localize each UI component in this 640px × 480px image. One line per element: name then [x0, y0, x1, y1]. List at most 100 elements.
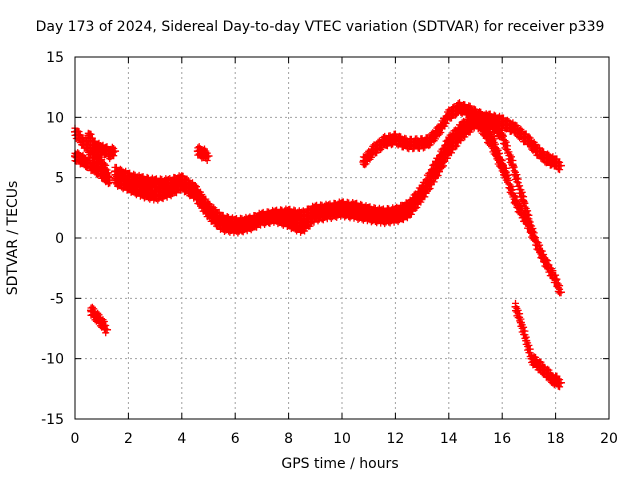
series-track-c	[84, 129, 120, 163]
data-point	[284, 218, 293, 227]
data-point	[81, 157, 90, 166]
data-point	[511, 302, 520, 311]
x-tick-label: 6	[231, 431, 240, 447]
data-point	[556, 161, 565, 170]
data-point	[137, 188, 146, 197]
data-point	[92, 312, 101, 321]
data-point	[458, 130, 467, 139]
data-point	[540, 366, 549, 375]
data-point	[177, 180, 186, 189]
data-point	[538, 252, 547, 261]
data-point	[423, 138, 432, 147]
data-point	[359, 157, 368, 166]
data-point	[466, 107, 475, 116]
data-point	[431, 171, 440, 180]
data-point	[351, 209, 360, 218]
data-point	[204, 209, 213, 218]
data-point	[244, 221, 253, 230]
x-tick-label: 12	[386, 431, 404, 447]
data-point	[84, 131, 93, 140]
data-point	[482, 131, 491, 140]
data-point	[466, 119, 475, 128]
data-point	[503, 171, 512, 180]
y-tick-label: 10	[46, 110, 64, 126]
data-point	[511, 125, 520, 134]
data-point	[551, 276, 560, 285]
data-point	[487, 119, 496, 128]
y-tick-label: -5	[50, 291, 64, 307]
data-point	[87, 306, 96, 315]
data-point	[511, 197, 520, 206]
data-point	[508, 161, 517, 170]
data-point	[151, 179, 160, 188]
axis-tick-labels: 0 2 4 6 8 10 12 14 16 18 20 15 10 5 0 -5 -10 -15	[41, 50, 618, 447]
data-point	[530, 234, 539, 242]
data-point	[522, 336, 531, 345]
data-point	[434, 127, 443, 136]
data-point	[111, 176, 120, 185]
data-point	[297, 224, 306, 233]
data-point	[92, 165, 101, 174]
data-point	[471, 113, 480, 122]
data-point	[338, 207, 346, 216]
y-tick-label: 5	[55, 171, 64, 187]
data-point	[204, 151, 213, 160]
data-point	[199, 149, 208, 158]
x-tick-label: 18	[547, 431, 565, 447]
data-point	[100, 171, 109, 180]
grid-lines	[75, 57, 609, 419]
x-tick-label: 20	[600, 431, 618, 447]
data-point	[556, 288, 565, 297]
data-point	[100, 145, 109, 154]
data-point	[556, 378, 565, 387]
series-track-d	[87, 303, 112, 337]
data-point	[124, 182, 133, 191]
data-point	[311, 212, 320, 221]
data-point	[271, 213, 280, 222]
data-point	[297, 212, 306, 221]
y-axis-label: SDTVAR / TECUs	[5, 180, 21, 296]
data-series	[71, 99, 565, 391]
data-point	[105, 149, 114, 158]
data-point	[476, 121, 485, 130]
y-tick-label: -10	[41, 352, 64, 368]
data-point	[444, 147, 453, 156]
data-point	[524, 137, 533, 146]
data-point	[257, 215, 266, 224]
data-point	[548, 375, 557, 384]
x-axis-label: GPS time / hours	[281, 456, 399, 472]
data-point	[92, 143, 101, 152]
data-point	[532, 359, 541, 368]
x-tick-label: 16	[493, 431, 511, 447]
data-point	[193, 147, 202, 156]
data-point	[164, 188, 173, 197]
data-point	[231, 224, 240, 233]
data-point	[527, 354, 536, 363]
data-point	[391, 135, 400, 144]
x-tick-label: 10	[333, 431, 351, 447]
data-point	[378, 214, 387, 223]
data-point	[498, 164, 507, 173]
data-point	[191, 190, 200, 199]
series-track-e	[193, 143, 213, 164]
series-track-low-tail	[511, 299, 565, 391]
axis-ticks	[74, 56, 610, 420]
x-tick-label: 14	[440, 431, 458, 447]
data-point	[217, 221, 226, 230]
data-point	[79, 137, 88, 146]
data-point	[151, 191, 160, 200]
series-track-steep	[466, 109, 512, 180]
x-tick-label: 2	[124, 431, 133, 447]
data-point	[444, 110, 453, 119]
data-point	[516, 318, 525, 327]
data-point	[551, 159, 560, 168]
data-point	[498, 131, 507, 140]
y-tick-label: -15	[41, 412, 64, 428]
data-point	[380, 137, 389, 146]
data-point	[402, 139, 411, 148]
data-point	[519, 197, 528, 206]
data-point	[538, 151, 547, 160]
series-track-upper-arc	[359, 99, 539, 242]
data-point	[404, 208, 413, 217]
